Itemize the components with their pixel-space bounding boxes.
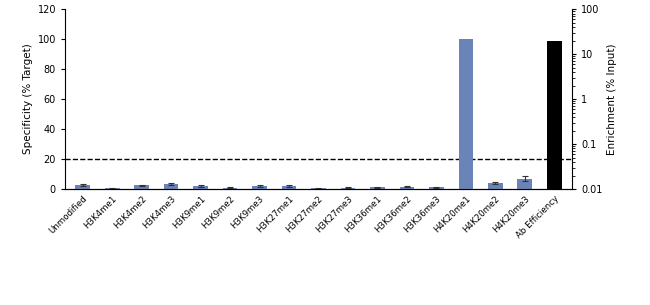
Bar <box>281 186 296 189</box>
Bar <box>370 187 385 189</box>
Bar <box>458 39 473 189</box>
Bar <box>517 179 532 189</box>
Bar <box>547 41 562 305</box>
Bar <box>252 186 267 189</box>
Bar <box>193 186 208 189</box>
Bar <box>311 188 326 189</box>
Bar <box>75 185 90 189</box>
Bar <box>164 184 179 189</box>
Bar <box>488 183 502 189</box>
Bar <box>105 188 120 189</box>
Y-axis label: Enrichment (% Input): Enrichment (% Input) <box>606 43 617 155</box>
Bar <box>341 188 356 189</box>
Bar <box>135 185 149 189</box>
Bar <box>223 188 237 189</box>
Bar <box>400 187 414 189</box>
Y-axis label: Specificity (% Target): Specificity (% Target) <box>23 44 33 155</box>
Bar <box>429 187 444 189</box>
